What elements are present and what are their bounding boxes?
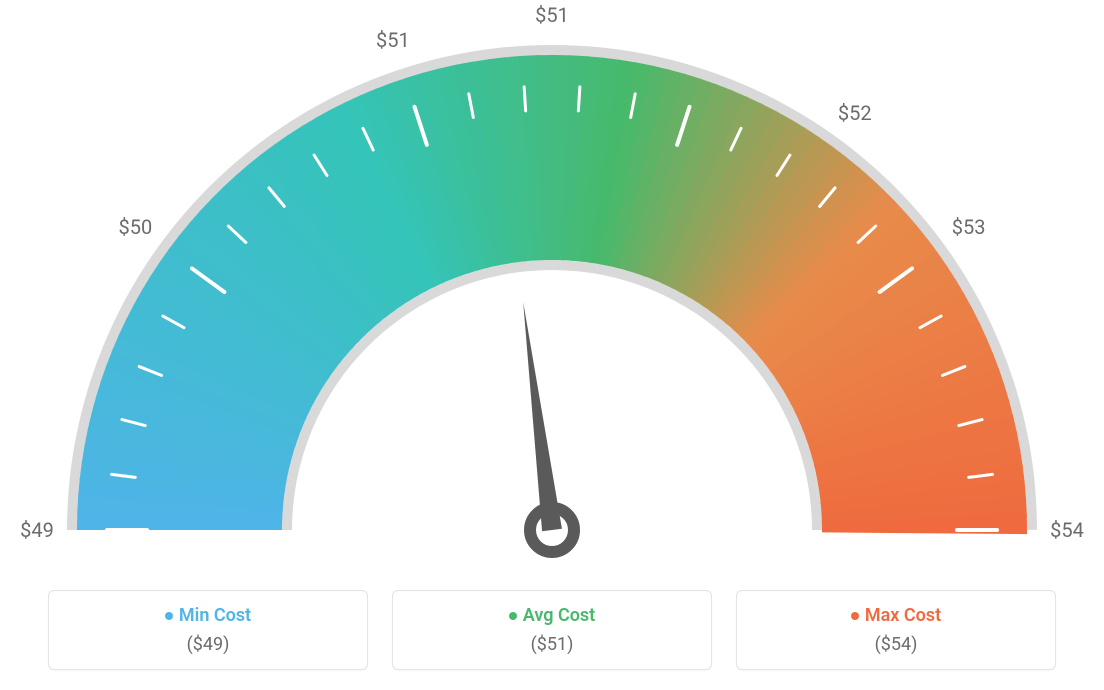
- scale-label: $51: [376, 28, 410, 52]
- legend-row: Min Cost ($49) Avg Cost ($51) Max Cost (…: [48, 590, 1056, 671]
- legend-value: ($51): [393, 634, 711, 655]
- legend-label: Avg Cost: [523, 605, 595, 626]
- scale-label: $53: [952, 215, 986, 239]
- scale-label: $50: [118, 215, 152, 239]
- legend-title-min: Min Cost: [165, 605, 251, 626]
- legend-value: ($49): [49, 634, 367, 655]
- legend-label: Min Cost: [179, 605, 251, 626]
- bullet-icon: [509, 612, 517, 620]
- bullet-icon: [851, 612, 859, 620]
- gauge-svg: [0, 10, 1104, 570]
- legend-value: ($54): [737, 634, 1055, 655]
- legend-card-max: Max Cost ($54): [736, 590, 1056, 671]
- legend-title-max: Max Cost: [851, 605, 941, 626]
- bullet-icon: [165, 612, 173, 620]
- scale-label: $54: [1050, 518, 1084, 542]
- cost-gauge: [0, 10, 1104, 574]
- scale-label: $49: [20, 518, 54, 542]
- scale-label: $52: [838, 101, 872, 125]
- legend-title-avg: Avg Cost: [509, 605, 595, 626]
- legend-card-avg: Avg Cost ($51): [392, 590, 712, 671]
- legend-label: Max Cost: [865, 605, 941, 626]
- scale-label: $51: [535, 3, 569, 27]
- legend-card-min: Min Cost ($49): [48, 590, 368, 671]
